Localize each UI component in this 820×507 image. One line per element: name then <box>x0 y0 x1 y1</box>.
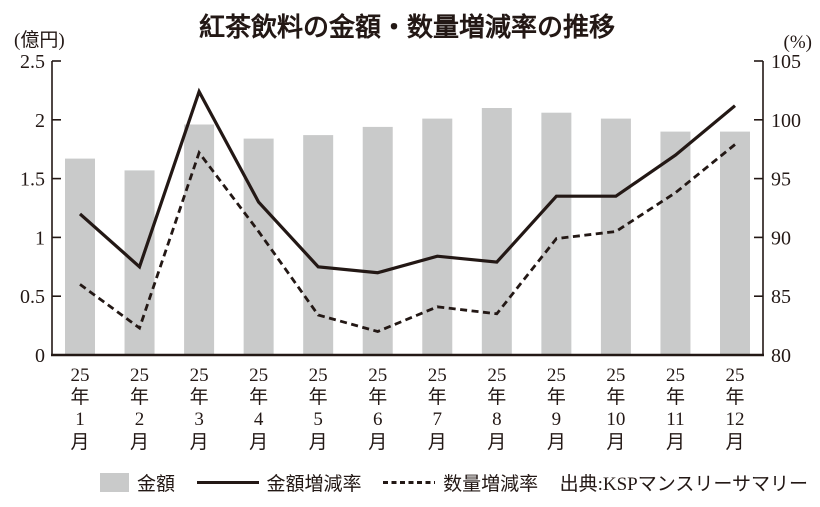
amount-bar <box>303 135 334 355</box>
legend-item-quantity-rate: 数量増減率 <box>383 469 538 496</box>
solid-line-swatch-icon <box>196 480 259 484</box>
amount-bar <box>65 158 95 355</box>
amount-bar <box>362 126 393 356</box>
right-axis-tick-label: 100 <box>771 110 801 132</box>
left-axis-tick-label: 0.5 <box>20 286 45 308</box>
x-axis-label: 25 年 11 月 <box>666 365 685 453</box>
x-axis-label: 25 年 10 月 <box>606 365 625 453</box>
right-axis-tick-label: 90 <box>771 227 791 249</box>
amount-rate-line <box>78 87 737 275</box>
x-axis-label: 25 年 8 月 <box>487 365 506 453</box>
x-axis-label: 25 年 2 月 <box>130 365 149 453</box>
x-axis-label: 25 年 12 月 <box>725 365 744 453</box>
x-axis-label: 25 年 6 月 <box>368 365 387 453</box>
legend-label-amount-rate: 金額増減率 <box>266 473 362 495</box>
x-axis-label: 25 年 5 月 <box>309 365 328 453</box>
amount-bar <box>184 124 215 355</box>
left-axis-tick-label: 2 <box>35 110 45 132</box>
left-axis-tick-label: 1 <box>35 227 45 249</box>
amount-bar <box>422 118 453 355</box>
right-axis-tick-label: 85 <box>771 286 791 308</box>
x-axis-label: 25 年 7 月 <box>428 365 447 453</box>
right-axis-tick-label: 105 <box>771 51 801 73</box>
amount-bar <box>720 131 750 355</box>
left-axis-tick-label: 0 <box>35 345 45 367</box>
right-axis-tick-label: 80 <box>771 345 791 367</box>
amount-bar-swatch-icon <box>100 472 129 492</box>
legend-item-amount: 金額 <box>100 469 175 496</box>
amount-bar <box>541 112 572 355</box>
left-axis-tick-label: 2.5 <box>20 51 45 73</box>
left-axis-unit: (億円) <box>14 29 65 51</box>
x-axis-label: 25 年 9 月 <box>547 365 566 453</box>
plot-area: 2.5 2 1.5 1 0.5 0 105 100 95 90 85 80 25 年 1 月 25 年 2 月 25 年 3… <box>20 51 801 453</box>
amount-bar <box>243 138 274 355</box>
x-axis-label: 25 年 4 月 <box>249 365 268 453</box>
left-axis-tick-label: 1.5 <box>20 169 45 191</box>
amount-bar <box>660 131 691 355</box>
amount-bar <box>600 118 631 355</box>
x-axis-label: 25 年 3 月 <box>190 365 209 453</box>
amount-bar <box>481 108 512 355</box>
chart-legend: 金額 金額増減率 数量増減率 出典:KSPマンスリーサマリー <box>0 465 820 499</box>
right-axis-unit: (%) <box>784 32 812 53</box>
legend-item-amount-rate: 金額増減率 <box>196 469 362 496</box>
source-citation: 出典:KSPマンスリーサマリー <box>559 473 808 495</box>
dashed-line-swatch-icon <box>383 480 436 484</box>
x-axis-label: 25 年 1 月 <box>70 365 89 453</box>
right-axis-tick-label: 95 <box>771 169 791 191</box>
quantity-rate-line <box>79 143 736 333</box>
chart-title: 紅茶飲料の金額・数量増減率の推移 <box>199 12 615 42</box>
legend-label-quantity-rate: 数量増減率 <box>443 473 539 495</box>
combo-chart: 紅茶飲料の金額・数量増減率の推移 (億円) (%) 2.5 2 1.5 1 0.5 0 10… <box>14 12 812 453</box>
legend-label-amount: 金額 <box>137 473 176 495</box>
